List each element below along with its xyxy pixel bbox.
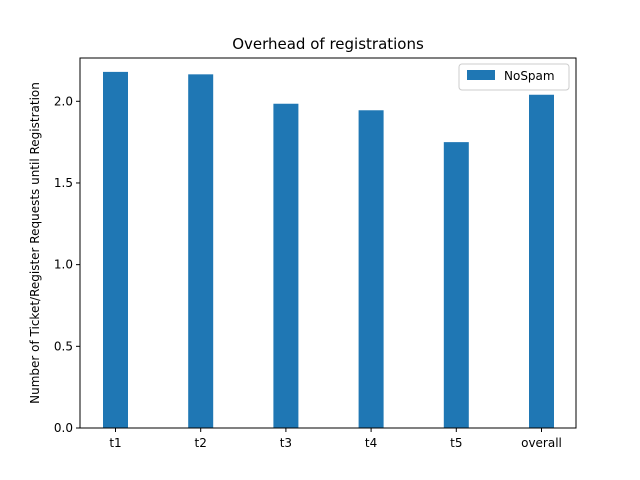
legend: NoSpam	[458, 63, 570, 91]
x-tick-label: t1	[109, 436, 121, 450]
y-tick-label: 1.5	[54, 176, 73, 190]
y-axis: 0.0 0.5 1.0 1.5 2.0	[54, 94, 80, 435]
bar-t4	[358, 110, 384, 429]
bar-t1	[103, 71, 128, 428]
y-tick-label: 0.0	[54, 421, 73, 435]
plot-frame	[79, 57, 577, 429]
bar-t3	[273, 103, 299, 429]
y-tick-label: 0.5	[54, 339, 73, 353]
y-tick-label: 1.0	[54, 258, 73, 272]
legend-swatch	[467, 70, 495, 80]
y-tick-label: 2.0	[54, 94, 73, 108]
x-tick-label: t3	[280, 436, 292, 450]
bar-overall	[529, 94, 554, 428]
bars-group	[103, 71, 554, 429]
bar-t2	[188, 74, 214, 428]
x-tick-label: t2	[195, 436, 207, 450]
x-axis: t1 t2 t3 t4 t5 overall	[109, 428, 562, 450]
chart-title: Overhead of registrations	[232, 35, 424, 53]
bar-t5	[443, 142, 469, 428]
y-axis-label: Number of Ticket/Register Requests until…	[28, 82, 42, 404]
x-tick-label: t5	[450, 436, 462, 450]
x-tick-label: overall	[521, 436, 562, 450]
x-tick-label: t4	[365, 436, 377, 450]
legend-label: NoSpam	[504, 69, 555, 83]
